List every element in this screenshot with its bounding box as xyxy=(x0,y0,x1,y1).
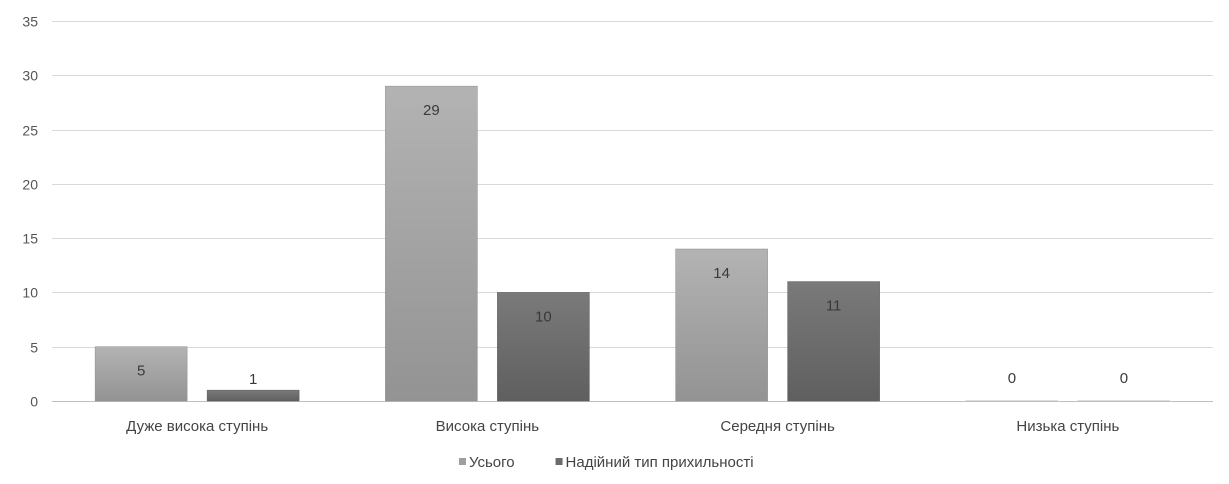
bar-secure-0 xyxy=(206,389,300,402)
y-tick-label: 5 xyxy=(30,340,38,356)
legend-label: Усього xyxy=(469,454,515,471)
legend-label: Надійний тип прихильності xyxy=(566,454,754,471)
legend-swatch xyxy=(458,458,466,465)
y-tick-label: 20 xyxy=(22,177,38,193)
x-category-label: Висока ступінь xyxy=(436,418,540,435)
data-label: 0 xyxy=(1120,370,1128,387)
y-tick-label: 0 xyxy=(30,394,38,410)
bars xyxy=(94,85,1170,402)
y-axis-ticks: 0 5 10 15 20 25 30 35 xyxy=(22,14,38,410)
legend-swatch xyxy=(555,458,563,465)
x-category-label: Низька ступінь xyxy=(1016,418,1119,435)
y-tick-label: 10 xyxy=(22,285,38,301)
data-labels: 5 1 29 10 14 11 0 0 xyxy=(137,102,1128,388)
bar-secure-3 xyxy=(1077,400,1170,401)
y-tick-label: 35 xyxy=(22,14,38,30)
y-tick-label: 25 xyxy=(22,123,38,139)
data-label: 0 xyxy=(1008,370,1016,387)
data-label: 1 xyxy=(249,371,257,388)
x-category-label: Середня ступінь xyxy=(720,418,835,435)
gridlines xyxy=(52,21,1213,402)
data-label: 29 xyxy=(423,102,440,119)
bar-total-3 xyxy=(965,400,1058,401)
bar-secure-1 xyxy=(497,292,590,402)
bar-total-1 xyxy=(385,85,478,402)
x-axis-categories: Дуже висока ступінь Висока ступінь Середня… xyxy=(126,418,1119,435)
data-label: 11 xyxy=(826,298,842,315)
bar-total-0 xyxy=(94,346,188,402)
data-label: 14 xyxy=(713,265,730,282)
data-label: 10 xyxy=(535,308,552,325)
y-tick-label: 15 xyxy=(22,231,38,247)
data-label: 5 xyxy=(137,363,145,380)
legend: Усього Надійний тип прихильності xyxy=(458,454,754,471)
x-category-label: Дуже висока ступінь xyxy=(126,418,268,435)
bar-secure-2 xyxy=(787,281,880,402)
bar-total-2 xyxy=(675,248,768,402)
y-tick-label: 30 xyxy=(22,68,38,84)
